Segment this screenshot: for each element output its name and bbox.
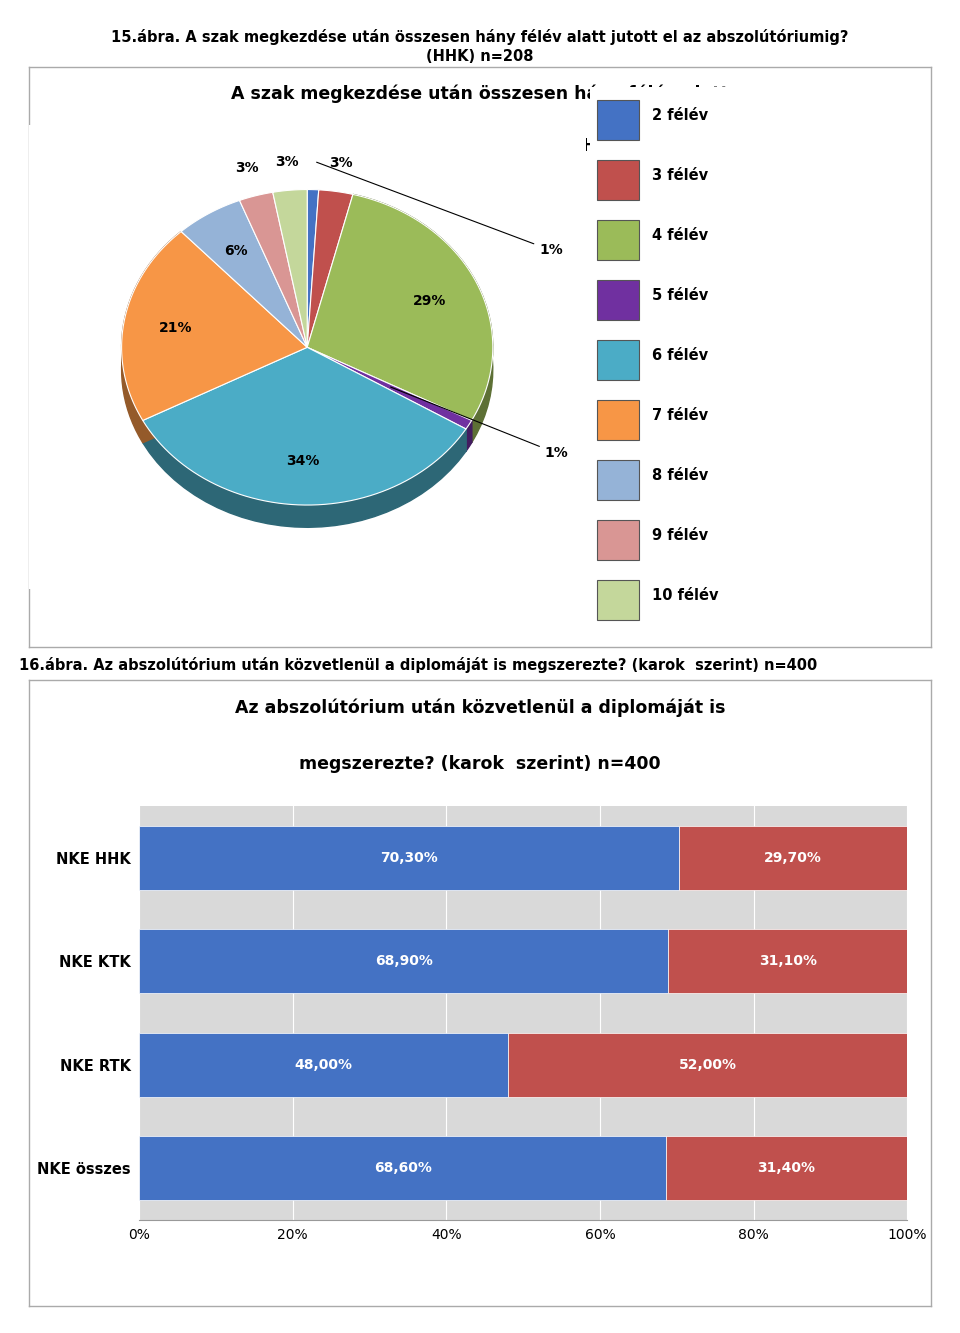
Bar	[679, 826, 907, 890]
Text: 15.ábra. A szak megkezdése után összesen hány félév alatt jutott el az abszolútó: 15.ábra. A szak megkezdése után összesen…	[111, 29, 849, 45]
Text: 16.ábra. Az abszolútórium után közvetlenül a diplomáját is megszerezte? (karok  : 16.ábra. Az abszolútórium után közvetlen…	[19, 657, 818, 673]
Text: 5 félév: 5 félév	[653, 288, 708, 304]
Text: Az abszolútórium után közvetlenül a diplomáját is: Az abszolútórium után közvetlenül a dipl…	[235, 698, 725, 717]
Polygon shape	[307, 189, 319, 348]
Text: 2 félév: 2 félév	[653, 108, 708, 124]
FancyBboxPatch shape	[597, 460, 639, 500]
Text: 6 félév: 6 félév	[653, 348, 708, 364]
FancyBboxPatch shape	[597, 580, 639, 620]
Text: 3%: 3%	[275, 155, 299, 169]
Polygon shape	[143, 348, 307, 443]
FancyBboxPatch shape	[597, 400, 639, 440]
Text: 48,00%: 48,00%	[295, 1057, 352, 1072]
Bar	[139, 1033, 508, 1097]
Text: 1%: 1%	[317, 163, 563, 257]
Polygon shape	[181, 200, 307, 348]
Text: 3%: 3%	[329, 156, 353, 171]
Polygon shape	[307, 348, 466, 452]
FancyBboxPatch shape	[597, 160, 639, 200]
Text: 4 félév: 4 félév	[653, 228, 708, 244]
Bar	[139, 1136, 666, 1200]
Text: 3 félév: 3 félév	[653, 168, 708, 184]
Text: 34%: 34%	[286, 453, 320, 468]
Text: 3%: 3%	[235, 161, 258, 176]
Polygon shape	[307, 195, 492, 420]
Bar	[508, 1033, 907, 1097]
Polygon shape	[273, 189, 307, 348]
Text: 7 félév: 7 félév	[653, 408, 708, 424]
Text: 70,30%: 70,30%	[380, 850, 438, 865]
Text: 8 félév: 8 félév	[653, 468, 708, 484]
Polygon shape	[307, 348, 466, 452]
Polygon shape	[122, 232, 307, 420]
FancyBboxPatch shape	[597, 340, 639, 380]
Polygon shape	[307, 348, 471, 429]
Text: 68,60%: 68,60%	[373, 1161, 432, 1176]
Polygon shape	[143, 348, 307, 443]
Text: (HHK) n=208: (HHK) n=208	[426, 49, 534, 64]
Text: megszerezte? (karok  szerint) n=400: megszerezte? (karok szerint) n=400	[300, 754, 660, 773]
Polygon shape	[307, 348, 471, 443]
Bar	[666, 1136, 907, 1200]
Text: 9 félév: 9 félév	[653, 528, 708, 544]
Text: 1%: 1%	[391, 387, 568, 460]
Text: 68,90%: 68,90%	[374, 954, 433, 969]
FancyBboxPatch shape	[597, 520, 639, 560]
Bar	[139, 826, 679, 890]
FancyBboxPatch shape	[597, 280, 639, 320]
Polygon shape	[466, 420, 471, 452]
Polygon shape	[307, 348, 471, 443]
Polygon shape	[122, 232, 181, 443]
FancyBboxPatch shape	[597, 100, 639, 140]
Text: A szak megkezdése után összesen hány félév alatt: A szak megkezdése után összesen hány fél…	[231, 84, 729, 103]
FancyBboxPatch shape	[597, 220, 639, 260]
Polygon shape	[353, 195, 492, 443]
Text: 31,40%: 31,40%	[757, 1161, 816, 1176]
Polygon shape	[143, 348, 466, 505]
Text: 29,70%: 29,70%	[764, 850, 822, 865]
Text: jutott el az abszolútóriumig? (HHK) n=208: jutott el az abszolútóriumig? (HHK) n=20…	[273, 136, 687, 155]
Bar	[668, 929, 907, 993]
Polygon shape	[143, 420, 466, 528]
Text: 6%: 6%	[225, 244, 248, 259]
Text: 31,10%: 31,10%	[758, 954, 817, 969]
Text: 21%: 21%	[158, 321, 192, 335]
Bar	[139, 929, 668, 993]
Text: 52,00%: 52,00%	[679, 1057, 736, 1072]
Text: 29%: 29%	[413, 295, 445, 308]
Polygon shape	[240, 192, 307, 348]
Text: 10 félév: 10 félév	[653, 588, 719, 604]
Polygon shape	[307, 189, 353, 348]
